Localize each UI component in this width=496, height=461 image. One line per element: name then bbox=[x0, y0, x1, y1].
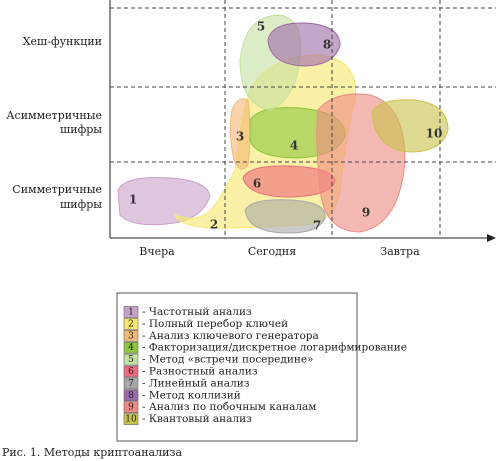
method-region bbox=[117, 177, 211, 226]
legend-text: - Квантовый анализ bbox=[142, 413, 252, 425]
legend-swatch bbox=[123, 365, 139, 378]
legend-box bbox=[116, 292, 358, 442]
x-axis-arrow bbox=[487, 234, 496, 242]
y-axis-label: Хеш-функции bbox=[23, 35, 102, 48]
legend-text: - Линейный анализ bbox=[142, 377, 250, 389]
legend-swatch bbox=[123, 413, 139, 425]
x-axis-label: Завтра bbox=[380, 245, 420, 258]
legend-swatch bbox=[123, 389, 139, 402]
legend-number: 7 bbox=[128, 379, 134, 389]
legend-text: - Разностный анализ bbox=[142, 366, 258, 378]
legend-number: 2 bbox=[128, 319, 134, 329]
legend-text: - Анализ ключевого генератора bbox=[142, 330, 319, 342]
region-number: 9 bbox=[362, 206, 370, 220]
legend-swatch bbox=[123, 353, 139, 366]
legend-swatch bbox=[123, 377, 139, 390]
legend-number: 8 bbox=[128, 391, 134, 401]
legend-text: - Факторизация/дискретное логарифмирован… bbox=[142, 342, 407, 354]
region-number: 7 bbox=[313, 219, 321, 233]
blob-layer bbox=[117, 14, 449, 234]
legend-number: 10 bbox=[125, 415, 137, 425]
legend-number: 6 bbox=[128, 367, 134, 377]
legend-number: 9 bbox=[128, 403, 134, 413]
legend-swatch bbox=[123, 318, 139, 330]
legend-number: 4 bbox=[128, 343, 134, 353]
legend-text: - Анализ по побочным каналам bbox=[142, 401, 316, 413]
y-axis-label: Асимметричные bbox=[6, 109, 102, 122]
legend-swatch bbox=[123, 341, 139, 354]
legend-number: 3 bbox=[128, 331, 134, 341]
method-region bbox=[267, 22, 341, 67]
legend-text: - Метод коллизий bbox=[142, 389, 241, 401]
legend-text: - Полный перебор ключей bbox=[142, 318, 288, 330]
region-number: 2 bbox=[210, 218, 218, 232]
legend-swatch bbox=[123, 401, 139, 414]
legend-number: 1 bbox=[128, 308, 134, 318]
legend-number: 5 bbox=[128, 355, 134, 365]
region-number: 6 bbox=[253, 177, 261, 191]
method-region bbox=[371, 99, 449, 153]
legend-text: - Метод «встречи посередине» bbox=[142, 354, 313, 366]
region-number: 1 bbox=[129, 193, 137, 207]
region-number: 8 bbox=[323, 38, 331, 52]
y-axis-label: Симметричные bbox=[12, 183, 102, 196]
region-number: 5 bbox=[257, 20, 265, 34]
method-region bbox=[229, 98, 251, 170]
y-axis-label: шифры bbox=[60, 198, 102, 211]
legend-text: - Частотный анализ bbox=[142, 306, 252, 318]
x-axis-label: Вчера bbox=[139, 245, 175, 258]
caption: Рис. 1. Методы криптоанализа bbox=[2, 446, 182, 459]
region-number: 10 bbox=[426, 127, 443, 141]
legend-swatch bbox=[123, 329, 139, 342]
legend-swatch bbox=[123, 306, 139, 318]
y-axis-label: шифры bbox=[60, 123, 102, 136]
method-region bbox=[244, 199, 326, 234]
region-number: 3 bbox=[236, 130, 244, 144]
x-axis-label: Сегодня bbox=[248, 245, 296, 258]
region-number: 4 bbox=[290, 139, 298, 153]
